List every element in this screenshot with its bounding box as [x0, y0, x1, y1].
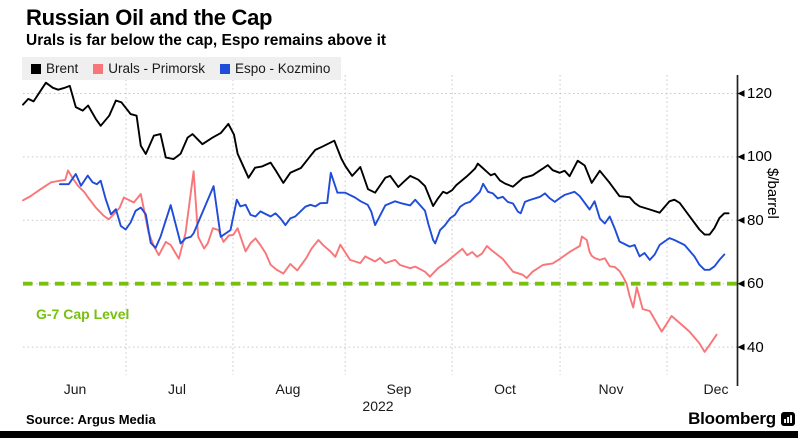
page-title: Russian Oil and the Cap: [26, 5, 273, 30]
legend-item-urals: Urals - Primorsk: [93, 61, 205, 76]
x-label-jul: Jul: [168, 381, 186, 397]
x-label-aug: Aug: [275, 381, 301, 397]
legend-item-espo: Espo - Kozmino: [220, 61, 330, 76]
bloomberg-wordmark: Bloomberg: [688, 409, 776, 428]
x-axis-year-label: 2022: [362, 398, 394, 414]
source-credit: Source: Argus Media: [26, 412, 156, 427]
legend-label: Brent: [46, 61, 79, 76]
legend-label: Espo - Kozmino: [235, 61, 331, 76]
chart-subtitle: Urals is far below the cap, Espo remains…: [26, 32, 387, 49]
bloomberg-logo: Bloomberg: [688, 409, 795, 429]
brent-swatch-icon: [31, 63, 41, 74]
bloomberg-terminal-icon: [781, 412, 795, 426]
y-tick-60: 60: [747, 275, 764, 293]
legend-item-brent: Brent: [31, 61, 78, 76]
cap-level-annotation: G-7 Cap Level: [36, 306, 130, 322]
x-label-sep: Sep: [386, 381, 412, 397]
y-tick-100: 100: [747, 148, 773, 166]
y-tick-80: 80: [747, 211, 764, 229]
x-label-oct: Oct: [494, 381, 516, 397]
y-tick-120: 120: [747, 85, 773, 102]
legend-label: Urals - Primorsk: [108, 61, 206, 76]
bottom-rule: [0, 431, 798, 438]
espo-swatch-icon: [220, 63, 231, 74]
x-label-jun: Jun: [63, 381, 87, 397]
y-axis-unit-label: $/barrel: [764, 168, 781, 219]
x-label-nov: Nov: [598, 381, 624, 397]
y-tick-40: 40: [747, 338, 764, 356]
urals-swatch-icon: [93, 63, 104, 74]
legend: Brent Urals - Primorsk Espo - Kozmino: [22, 57, 342, 80]
x-label-dec: Dec: [703, 381, 729, 397]
